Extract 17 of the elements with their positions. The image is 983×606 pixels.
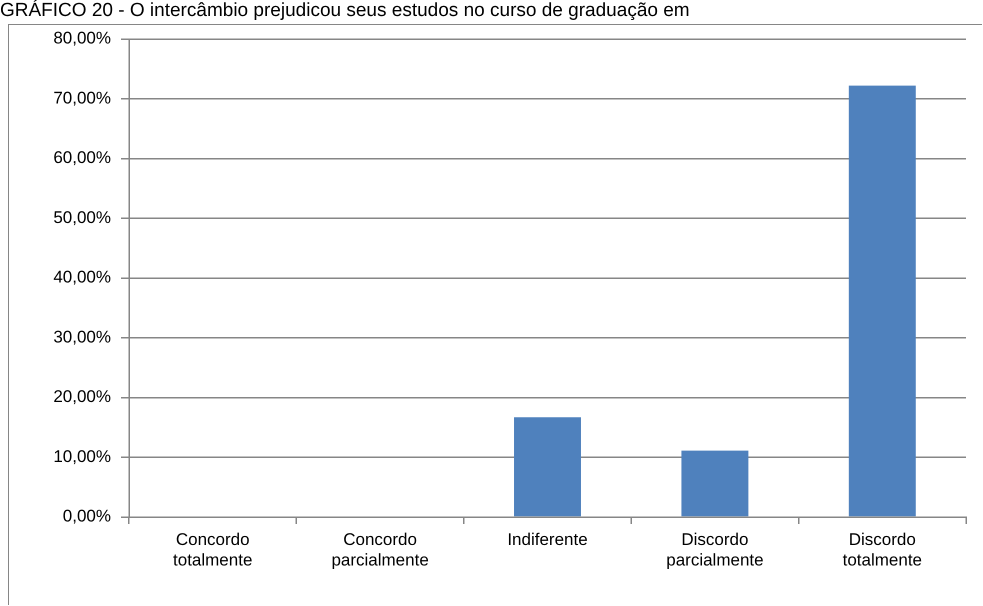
x-tick-label: Concordo totalmente [173,530,252,570]
x-tick-label: Concordo parcialmente [331,530,429,570]
x-tick-label: Discordo parcialmente [666,530,764,570]
y-tick-label: 20,00% [53,387,111,406]
y-tick-label: 80,00% [53,28,111,48]
y-tick-label: 30,00% [53,327,111,346]
y-tick-label: 60,00% [53,148,111,168]
y-tick-label: 10,00% [53,446,111,466]
bar [848,86,916,516]
y-tick-label: 50,00% [53,208,111,227]
y-tick-label: 40,00% [53,268,111,287]
x-tick-label: Indiferente [507,530,588,549]
bar [681,450,748,516]
y-tick-label: 0,00% [62,506,111,526]
y-tick-label: 70,00% [53,88,111,108]
bar [514,417,581,516]
x-tick-label: Discordo totalmente [842,530,922,570]
